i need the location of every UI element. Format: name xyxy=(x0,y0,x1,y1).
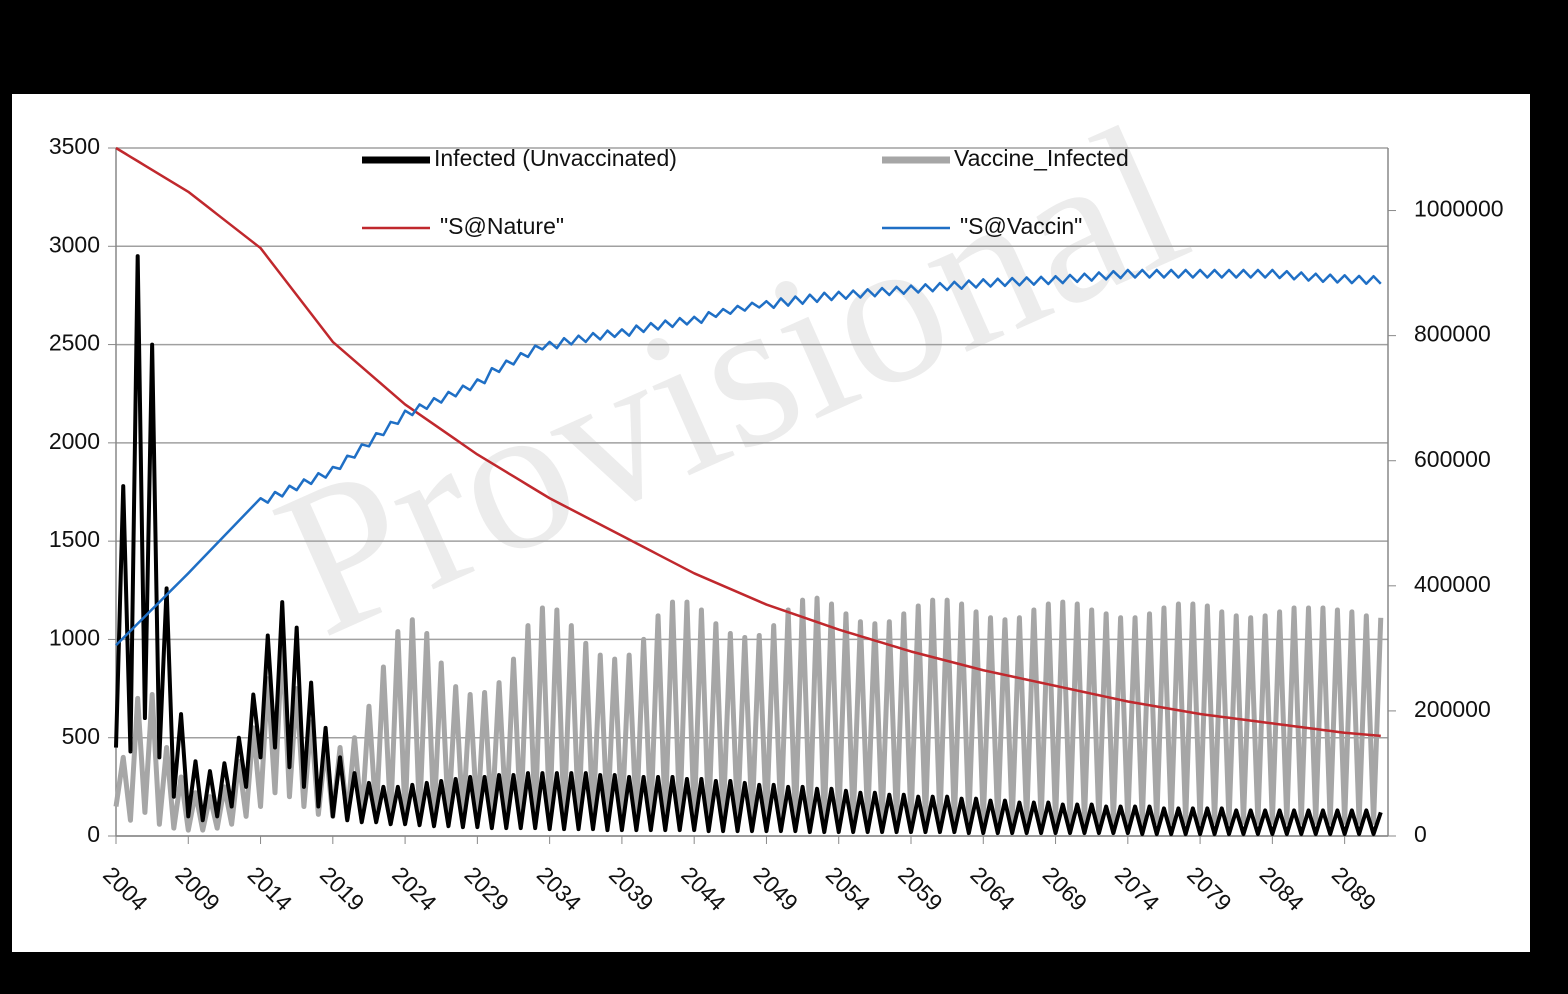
y2-tick-label: 200000 xyxy=(1414,696,1491,722)
y2-tick-label: 800000 xyxy=(1414,321,1491,347)
y-tick-label: 500 xyxy=(62,723,100,749)
y2-tick-label: 1000000 xyxy=(1414,196,1504,222)
legend-label: "S@Vaccin" xyxy=(960,213,1082,239)
y-tick-label: 2500 xyxy=(49,330,100,356)
y-tick-label: 3000 xyxy=(49,231,100,257)
y-tick-label: 3500 xyxy=(49,133,100,159)
y-tick-label: 2000 xyxy=(49,428,100,454)
y-tick-label: 1000 xyxy=(49,625,100,651)
legend-label: "S@Nature" xyxy=(440,213,564,239)
y2-tick-label: 400000 xyxy=(1414,571,1491,597)
series-line xyxy=(114,254,1383,837)
series-line xyxy=(115,268,1382,647)
y2-tick-label: 0 xyxy=(1414,821,1427,847)
series-line xyxy=(115,146,1381,738)
y-tick-label: 0 xyxy=(87,821,100,847)
y2-tick-label: 600000 xyxy=(1414,446,1491,472)
legend-label: Vaccine_Infected xyxy=(954,145,1129,171)
legend-label: Infected (Unvaccinated) xyxy=(434,145,677,171)
y-tick-label: 1500 xyxy=(49,526,100,552)
